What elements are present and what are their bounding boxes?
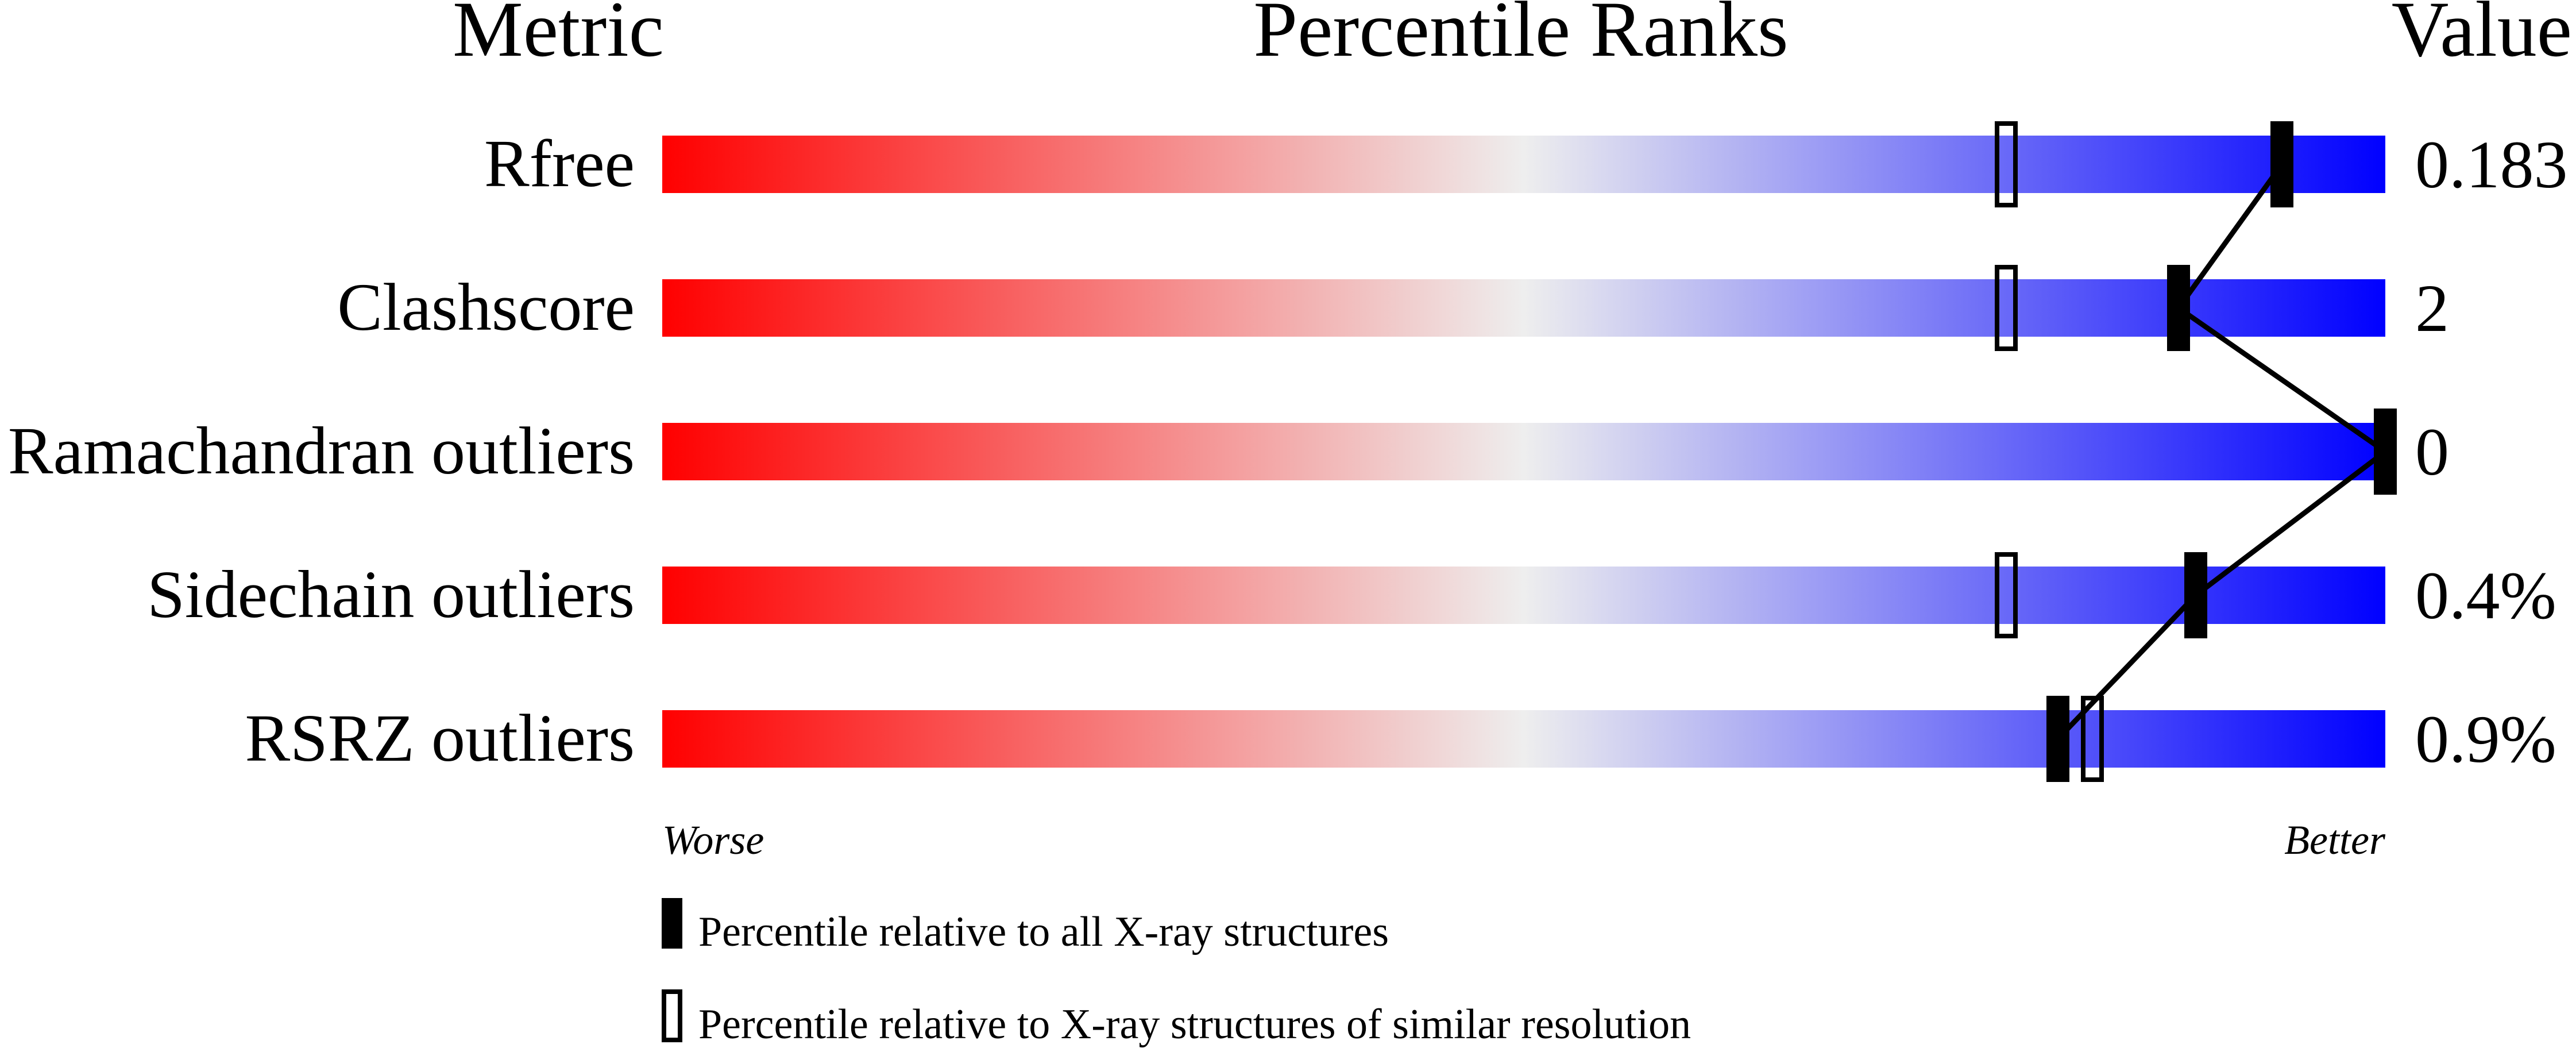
header-metric: Metric (453, 0, 664, 73)
legend-filled-label: Percentile relative to all X-ray structu… (698, 908, 1389, 955)
metric-label: Rfree (484, 126, 635, 201)
worse-label: Worse (662, 817, 764, 863)
metric-label: Sidechain outliers (147, 557, 635, 632)
legend-outline-label: Percentile relative to X-ray structures … (698, 1001, 1691, 1048)
legend-outline-marker (662, 989, 682, 1042)
percentile-bar (662, 136, 2385, 193)
percentile-bar (662, 279, 2385, 337)
metric-label: RSRZ outliers (245, 700, 635, 776)
metric-label: Ramachandran outliers (8, 413, 635, 488)
legend-filled-marker (662, 898, 682, 949)
all-structures-marker (2167, 265, 2190, 351)
percentile-bar (662, 423, 2385, 480)
header-value: Value (2392, 0, 2572, 73)
all-structures-marker (2374, 409, 2397, 495)
metric-value: 0 (2415, 414, 2449, 490)
all-structures-marker (2270, 121, 2293, 207)
similar-resolution-marker (1995, 121, 2018, 207)
similar-resolution-marker (2081, 696, 2104, 782)
metric-label: Clashscore (337, 269, 635, 345)
percentile-bar (662, 567, 2385, 624)
all-structures-marker (2046, 696, 2069, 782)
percentile-bar (662, 710, 2385, 768)
better-label: Better (2284, 817, 2386, 863)
all-structures-marker (2184, 552, 2207, 638)
metric-value: 0.183 (2415, 127, 2568, 202)
similar-resolution-marker (1995, 552, 2018, 638)
metric-value: 2 (2415, 271, 2449, 346)
similar-resolution-marker (1995, 265, 2018, 351)
header-percentile-ranks: Percentile Ranks (1253, 0, 1788, 73)
metric-value: 0.4% (2415, 558, 2556, 633)
metric-value: 0.9% (2415, 702, 2556, 777)
